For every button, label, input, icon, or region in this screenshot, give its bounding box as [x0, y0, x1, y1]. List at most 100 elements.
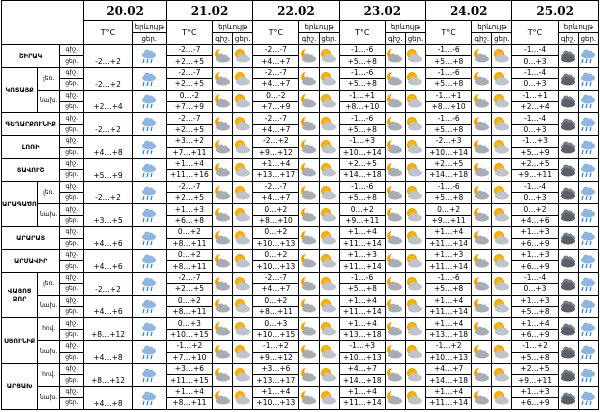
weather-icon	[493, 345, 509, 359]
weather-icon	[407, 185, 423, 200]
weather-icon	[234, 208, 250, 222]
table-head: 20.02 21.02 22.02 23.02 24.02 25.02 T°C երևույթ…	[0, 0, 600, 45]
night-temp: -1...-6	[425, 112, 473, 125]
icon-cell	[212, 135, 234, 159]
icon-cell	[232, 271, 254, 296]
phenomenon-header: երևույթ	[131, 20, 167, 33]
icon-cell	[232, 66, 254, 91]
weather-icon	[214, 276, 230, 291]
night-temp: +1...+3	[511, 226, 559, 239]
icon-cell	[577, 203, 600, 228]
night-temp: +1...+4	[425, 226, 473, 239]
weather-icon	[561, 118, 576, 131]
weather-icon	[234, 185, 250, 200]
night-temp: -1...+3	[511, 135, 559, 148]
night-temp: +1...+4	[252, 385, 300, 399]
night-temp: 0...+2	[252, 294, 300, 308]
weather-icon	[234, 253, 250, 268]
icon-cell	[384, 249, 406, 273]
subregion: հով.	[37, 317, 61, 342]
icon-cell	[471, 180, 493, 205]
day-label: ցեր.	[59, 237, 85, 251]
day-label: ցեր.	[59, 351, 85, 364]
night-row: նախ. գիշ. +4...+6 0...+2 0...+2 +1...+4 +1...+…	[2, 294, 600, 319]
day-temp: +5...+8	[425, 55, 473, 68]
weather-icon	[473, 48, 489, 63]
weather-icon	[387, 344, 403, 359]
day-temp: +13...+18	[338, 328, 386, 342]
icon-cell	[557, 203, 579, 228]
weather-icon	[561, 392, 576, 405]
icon-cell	[404, 317, 427, 342]
day-row: ցեր. +11...+15 +13...+17 +14...+18 +14...+18…	[2, 374, 599, 387]
day-temp: +10...+15	[165, 328, 214, 342]
night-row: ԱՐՑԱԽ հով. գիշ. +8...+12 +3...+6 +3...+6 +4...…	[0, 362, 600, 410]
icon-cell	[491, 317, 513, 342]
icon-cell	[491, 203, 513, 228]
day-label: ցեր.	[59, 214, 85, 228]
night-temp: -1...-4	[511, 112, 559, 125]
weather-icon	[234, 345, 250, 359]
day-row: ցեր. +2...+5 +4...+7 +5...+8 +5...+8 0...+3	[2, 283, 599, 296]
icon-cell	[404, 385, 427, 410]
weather-icon	[321, 253, 337, 268]
night-header: գիշ.	[557, 32, 579, 45]
weather-icon	[142, 231, 157, 246]
weather-icon	[473, 116, 489, 131]
icon-cell	[232, 89, 254, 114]
icon-cell	[298, 271, 320, 296]
weather-icon	[234, 117, 250, 131]
region-name: ԱՐԱԳԱԾՈՏՆ	[0, 180, 39, 228]
temp-20: +4...+8	[83, 135, 133, 159]
weather-icon	[300, 298, 316, 313]
weather-icon	[581, 163, 596, 177]
icon-cell	[577, 385, 600, 410]
day-temp: +5...+8	[425, 123, 473, 137]
night-temp: +1...+4	[338, 385, 386, 399]
icon-cell	[131, 249, 167, 273]
day-temp: +11...+14	[425, 305, 473, 319]
day-row: ցեր. +8...+11 +8...+11 +11...+14 +11...+14 +5…	[2, 305, 599, 319]
weather-icon	[473, 367, 489, 382]
weather-icon	[387, 184, 403, 200]
phenomenon-header: երևույթ	[298, 20, 340, 33]
icon-cell	[232, 44, 254, 68]
weather-icon	[561, 141, 576, 154]
icon-cell	[404, 66, 427, 91]
icon-cell	[298, 112, 320, 137]
day-temp: +14...+18	[425, 374, 473, 387]
night-temp: +2...+5	[425, 157, 473, 171]
night-label: գիշ.	[59, 249, 85, 262]
day-temp: +5...+8	[338, 283, 386, 296]
icon-cell	[318, 203, 340, 228]
icon-cell	[131, 66, 167, 91]
night-temp: +1...+4	[165, 385, 214, 399]
icon-cell	[384, 340, 406, 364]
night-row: ՎԱՅՈՑ ՁՈՐ լեռ. գիշ. -2...+2 -2...-7 -2...-7 -1…	[0, 271, 600, 319]
day-label: ցեր.	[59, 55, 85, 68]
temp-header: T°C	[511, 20, 559, 45]
icon-cell	[577, 249, 600, 273]
icon-cell	[577, 362, 600, 387]
icon-cell	[232, 135, 254, 159]
night-temp: -1...-6	[338, 66, 386, 80]
day-temp: +11...+14	[425, 260, 473, 273]
temp-20: +5...+9	[83, 157, 133, 182]
weather-icon	[300, 321, 316, 336]
weather-icon	[234, 231, 250, 245]
weather-icon	[581, 72, 596, 86]
night-temp: +4...+7	[425, 362, 473, 376]
icon-cell	[557, 317, 579, 342]
icon-cell	[298, 203, 320, 228]
icon-cell	[557, 44, 579, 68]
day-temp: +6...+8	[165, 214, 214, 228]
icon-cell	[491, 226, 513, 251]
day-label: ցեր.	[59, 260, 85, 273]
weather-icon	[234, 299, 250, 313]
icon-cell	[131, 157, 167, 182]
weather-icon	[493, 71, 509, 86]
subregion: լեռ.	[37, 66, 61, 91]
icon-cell	[384, 157, 406, 182]
day-temp: +8...+11	[252, 305, 300, 319]
icon-cell	[471, 89, 493, 114]
